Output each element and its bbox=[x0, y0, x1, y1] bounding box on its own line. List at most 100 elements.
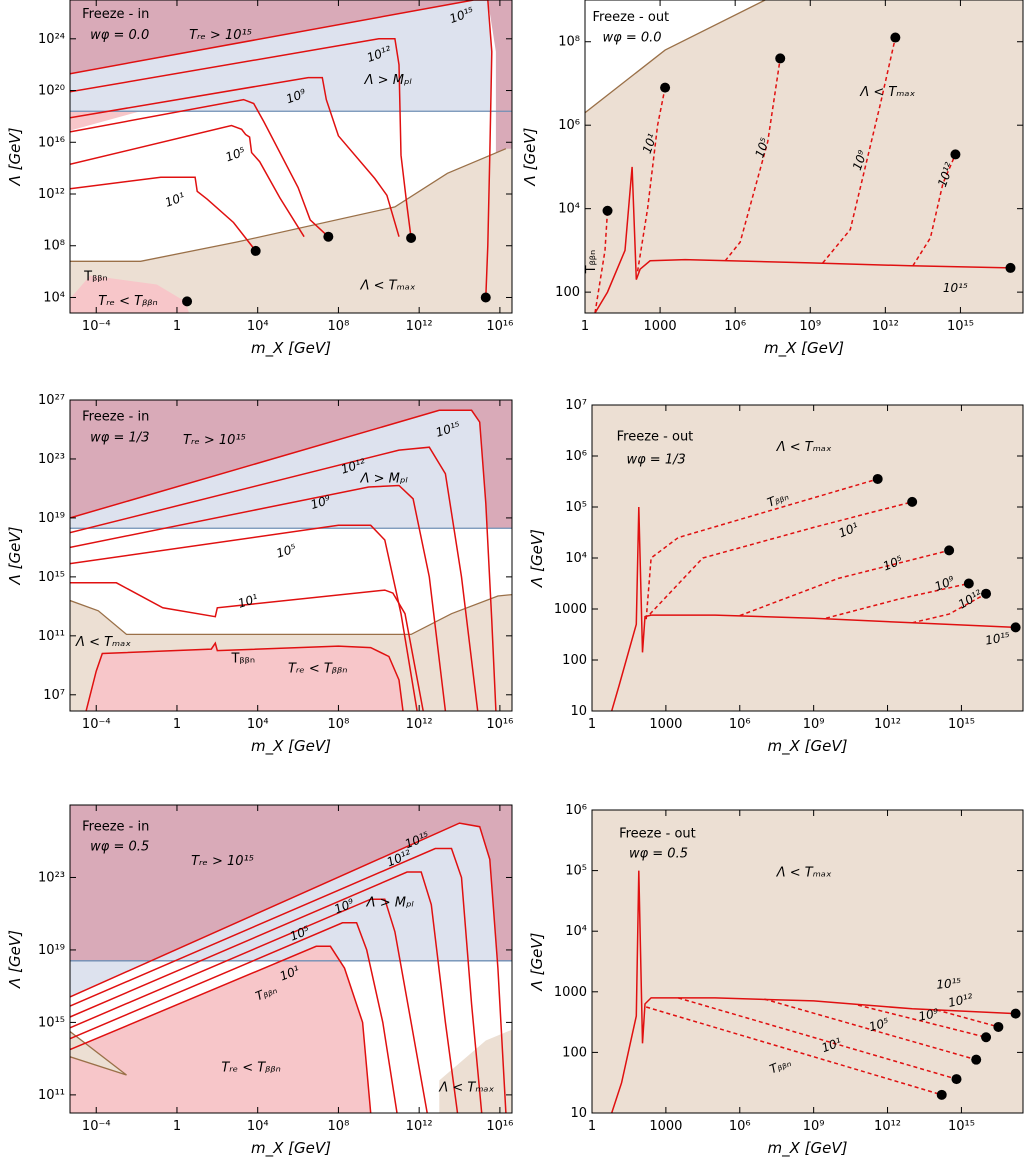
plot-area: Freeze - out wφ = 0.0 Λ < Tₘₐₓ Tᵦᵦₙ 10¹ 10⁵ 10… bbox=[585, 0, 1023, 313]
x-tick-label: 1000 bbox=[649, 717, 682, 732]
x-tick-label: 10¹² bbox=[872, 319, 899, 334]
annotation-label: Freeze - in bbox=[82, 819, 149, 834]
data-point bbox=[951, 1074, 962, 1085]
annotation-label: Tᵦᵦₙ bbox=[230, 651, 255, 666]
y-tick-label: 10⁴ bbox=[558, 202, 580, 217]
y-tick-label: 10²³ bbox=[38, 452, 65, 467]
annotation-label: wφ = 0.0 bbox=[603, 31, 662, 46]
y-tick-label: 10⁶ bbox=[565, 803, 587, 818]
x-tick-label: 10⁸ bbox=[328, 717, 350, 732]
x-tick-label: 1 bbox=[588, 1119, 596, 1134]
data-point bbox=[971, 1054, 982, 1065]
x-tick-label: 10⁴ bbox=[247, 717, 269, 732]
tmax-boundary-line bbox=[70, 1030, 127, 1076]
x-tick-label: 10¹² bbox=[406, 717, 433, 732]
annotation-label: Tᵣₑ < Tᵦᵦₙ bbox=[288, 662, 347, 677]
curve-label: 10¹⁵ bbox=[936, 976, 962, 992]
data-point bbox=[182, 296, 193, 307]
bbn-region bbox=[70, 111, 141, 131]
x-tick-label: 10¹⁶ bbox=[486, 1119, 513, 1134]
x-tick-label: 10⁶ bbox=[729, 717, 751, 732]
y-tick-label: 10⁸ bbox=[558, 35, 580, 50]
series-curve bbox=[70, 484, 447, 711]
annotation-label: Tᵦᵦₙ bbox=[83, 270, 108, 285]
y-axis-label: Λ [GeV] bbox=[528, 932, 546, 991]
y-tick-label: 100 bbox=[555, 285, 580, 300]
panel-p2: Freeze - out wφ = 0.0 Λ < Tₘₐₓ Tᵦᵦₙ 10¹ 10⁵ 10… bbox=[521, 0, 1024, 358]
y-tick-label: 10¹¹ bbox=[38, 1088, 65, 1103]
annotation-label: wφ = 0.5 bbox=[629, 846, 688, 861]
y-tick-label: 1000 bbox=[554, 985, 587, 1000]
tmax-region bbox=[592, 810, 1023, 1113]
x-tick-label: 10¹⁶ bbox=[486, 717, 513, 732]
series-curve bbox=[70, 822, 507, 1113]
curve-label: 10¹ bbox=[163, 190, 187, 210]
annotation-label: Λ < Tₘₐₓ bbox=[75, 635, 131, 650]
annotation-label: wφ = 1/3 bbox=[626, 453, 685, 468]
y-axis-label: Λ [GeV] bbox=[6, 127, 24, 186]
series-curve bbox=[70, 409, 497, 711]
curve-label: 10¹ bbox=[236, 591, 259, 610]
y-tick-label: 10⁵ bbox=[565, 500, 587, 515]
y-tick-label: 10⁴ bbox=[43, 290, 65, 305]
annotation-label: Freeze - in bbox=[82, 7, 149, 22]
annotation-label: Λ > Mₚₗ bbox=[366, 895, 415, 910]
planck-region bbox=[70, 410, 488, 529]
curve-label: 10⁹ bbox=[917, 1006, 940, 1024]
y-tick-label: 10¹⁶ bbox=[38, 135, 65, 150]
reheat-region bbox=[70, 805, 512, 997]
y-tick-label: 10⁷ bbox=[43, 688, 65, 703]
annotation-label: Tᵣₑ > 10¹⁵ bbox=[189, 28, 252, 43]
y-tick-label: 10¹⁹ bbox=[38, 943, 65, 958]
x-tick-label: 10⁶ bbox=[724, 319, 746, 334]
y-tick-label: 10²⁷ bbox=[38, 393, 65, 408]
panel-p1: Freeze - in wφ = 0.0 Tᵣₑ > 10¹⁵ Λ > Mₚₗ Λ < … bbox=[6, 0, 513, 358]
curve-label: 10⁵ bbox=[867, 1015, 890, 1034]
series-curve bbox=[70, 871, 459, 1113]
plot-frame bbox=[69, 399, 513, 712]
x-tick-label: 10¹² bbox=[874, 717, 901, 732]
annotation-label: Tᵣₑ < Tᵦᵦₙ bbox=[98, 294, 157, 309]
panel-p3: Freeze - in wφ = 1/3 Tᵣₑ > 10¹⁵ Λ > Mₚₗ Λ < … bbox=[6, 393, 513, 756]
data-point bbox=[1010, 1008, 1021, 1019]
series-curve bbox=[645, 478, 878, 620]
series-curve bbox=[70, 898, 428, 1113]
x-tick-label: 10⁸ bbox=[328, 1119, 350, 1134]
x-tick-label: 10⁴ bbox=[247, 1119, 269, 1134]
plot-area: Freeze - in wφ = 0.0 Tᵣₑ > 10¹⁵ Λ > Mₚₗ Λ < … bbox=[70, 0, 512, 313]
y-tick-label: 10¹⁵ bbox=[38, 570, 65, 585]
x-tick-label: 10¹⁵ bbox=[948, 717, 975, 732]
x-tick-label: 10¹² bbox=[406, 1119, 433, 1134]
curve-label: 10¹⁵ bbox=[434, 419, 462, 440]
x-tick-label: 10¹² bbox=[874, 1119, 901, 1134]
data-point bbox=[323, 231, 334, 242]
x-tick-label: 10¹⁵ bbox=[948, 1119, 975, 1134]
data-point bbox=[981, 588, 992, 599]
curve-label: 10⁹ bbox=[284, 86, 308, 106]
x-tick-label: 10⁻⁴ bbox=[82, 319, 111, 334]
data-point bbox=[250, 245, 261, 256]
series-curve bbox=[912, 593, 987, 624]
annotation-label: Tᵣₑ > 10¹⁵ bbox=[191, 854, 254, 869]
annotation-label: Tᵣₑ < Tᵦᵦₙ bbox=[221, 1060, 280, 1075]
series-curve bbox=[70, 176, 257, 252]
x-axis-label: m_X [GeV] bbox=[251, 339, 331, 358]
data-point bbox=[1010, 622, 1021, 633]
reheat-region bbox=[70, 400, 512, 529]
tmax-boundary-line bbox=[585, 0, 766, 114]
x-tick-label: 10⁻⁴ bbox=[82, 717, 111, 732]
x-tick-label: 1 bbox=[581, 319, 589, 334]
series-curve bbox=[70, 945, 372, 1113]
series-curve bbox=[70, 922, 398, 1113]
x-tick-label: 10⁹ bbox=[799, 319, 821, 334]
series-curve bbox=[936, 1009, 999, 1028]
series-curve bbox=[70, 98, 329, 238]
x-tick-label: 1 bbox=[173, 319, 181, 334]
y-tick-label: 10⁵ bbox=[565, 864, 587, 879]
annotation-label: Λ < Tₘₐₓ bbox=[859, 85, 915, 100]
bbn-region bbox=[70, 275, 190, 313]
annotation-label: Tᵣₑ > 10¹⁵ bbox=[183, 433, 246, 448]
